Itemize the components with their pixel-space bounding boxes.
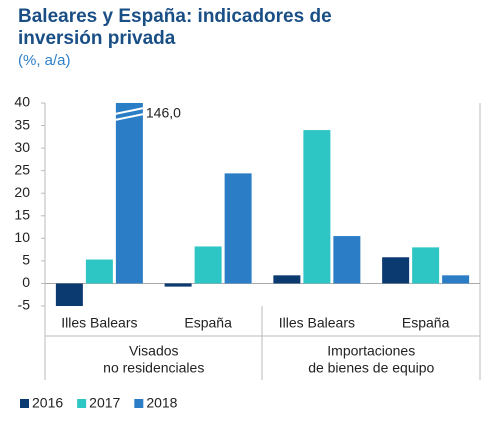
x-tick-label: Illes Balears bbox=[279, 315, 355, 331]
x-tick-label: España bbox=[184, 315, 232, 331]
y-tick-label: 0 bbox=[22, 274, 30, 290]
bar bbox=[164, 283, 192, 287]
legend-swatch bbox=[20, 399, 29, 408]
chart-title: Baleares y España: indicadores de invers… bbox=[18, 6, 332, 49]
group-label: Importaciones bbox=[327, 343, 415, 359]
y-tick-label: 25 bbox=[14, 161, 30, 177]
x-tick-label: España bbox=[402, 315, 450, 331]
legend-label: 2016 bbox=[32, 395, 63, 411]
y-tick-label: -5 bbox=[18, 297, 31, 313]
bar bbox=[382, 257, 410, 284]
legend-label: 2018 bbox=[146, 395, 177, 411]
group-label: Visados bbox=[129, 343, 179, 359]
y-tick-label: 30 bbox=[14, 139, 30, 155]
y-tick-label: 20 bbox=[14, 184, 30, 200]
bar bbox=[303, 130, 331, 284]
y-tick-label: 35 bbox=[14, 116, 30, 132]
value-label: 146,0 bbox=[146, 105, 181, 121]
bar bbox=[273, 275, 301, 284]
legend-swatch bbox=[134, 399, 144, 408]
legend-label: 2017 bbox=[89, 395, 120, 411]
bar bbox=[115, 103, 143, 284]
x-tick-label: Illes Balears bbox=[61, 315, 137, 331]
group-label: de bienes de equipo bbox=[308, 360, 434, 376]
bar bbox=[224, 173, 252, 284]
axis-break bbox=[114, 107, 145, 115]
bar bbox=[333, 236, 361, 284]
bar bbox=[412, 247, 440, 284]
y-tick-label: 15 bbox=[14, 206, 30, 222]
chart-subtitle: (%, a/a) bbox=[18, 52, 71, 69]
bar bbox=[55, 283, 83, 306]
y-tick-label: 40 bbox=[14, 94, 30, 110]
axis-break bbox=[114, 113, 145, 121]
bar bbox=[85, 259, 113, 284]
group-label: no residenciales bbox=[103, 360, 204, 376]
y-tick-label: 5 bbox=[22, 252, 30, 268]
legend-swatch bbox=[77, 399, 87, 408]
bar bbox=[442, 275, 470, 284]
y-tick-label: 10 bbox=[14, 229, 30, 245]
bar bbox=[194, 246, 222, 284]
